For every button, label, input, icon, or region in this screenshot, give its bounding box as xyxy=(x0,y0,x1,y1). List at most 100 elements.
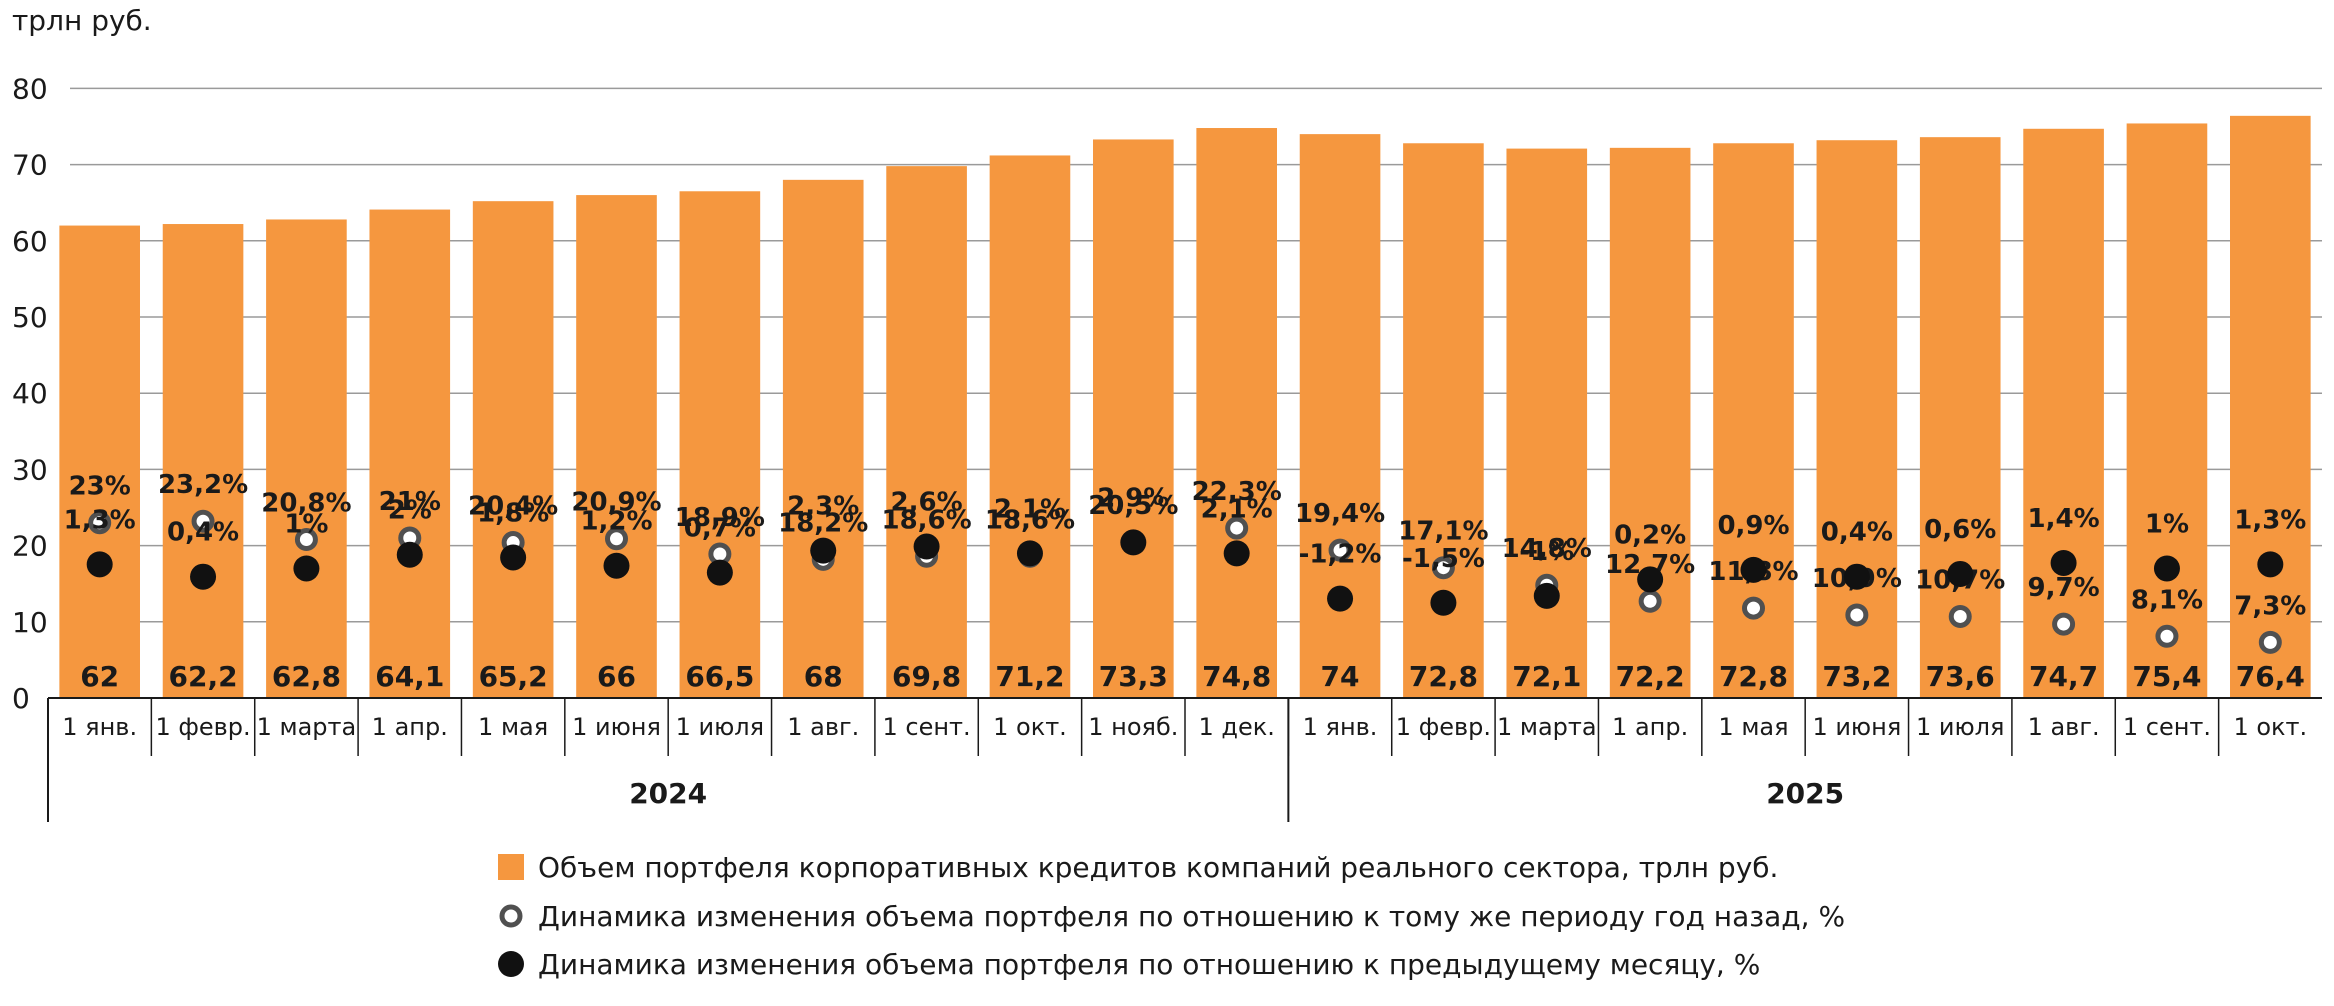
bar-value-label: 65,2 xyxy=(479,660,548,693)
bar xyxy=(1299,134,1381,698)
bar-value-label: 62 xyxy=(80,660,119,693)
mom-marker xyxy=(190,563,217,590)
yoy-label: 19,4% xyxy=(1295,499,1385,529)
bar xyxy=(472,201,554,698)
x-tick-label: 1 янв. xyxy=(62,713,137,741)
yoy-label: 20,8% xyxy=(261,489,351,519)
mom-label: -1% xyxy=(1519,537,1574,567)
yoy-marker xyxy=(1328,538,1352,562)
bar xyxy=(1609,147,1691,698)
legend-label: Динамика изменения объема портфеля по от… xyxy=(538,948,1760,981)
x-tick-label: 1 июня xyxy=(1812,713,1901,741)
yoy-label: 23% xyxy=(69,472,131,502)
x-tick-label: 1 апр. xyxy=(372,713,448,741)
mom-marker xyxy=(603,552,630,579)
legend-filled-marker xyxy=(498,951,524,977)
yoy-label: 20,4% xyxy=(468,492,558,522)
mom-label: 1,2% xyxy=(580,507,652,537)
mom-label: 2,3% xyxy=(787,492,859,522)
bar xyxy=(1093,139,1174,699)
bar xyxy=(782,179,864,699)
x-tick-label: 1 июля xyxy=(676,713,764,741)
bar-value-label: 72,1 xyxy=(1512,660,1581,693)
bar-value-label: 72,2 xyxy=(1616,660,1685,693)
yoy-label: 22,3% xyxy=(1192,477,1282,507)
mom-marker xyxy=(1533,582,1560,609)
bar xyxy=(576,195,657,698)
legend: Объем портфеля корпоративных кредитов ко… xyxy=(498,851,1845,981)
y-tick-label: 80 xyxy=(12,72,48,105)
yoy-label: 21% xyxy=(379,487,441,517)
yoy-marker xyxy=(1948,604,1972,628)
mom-label: 2,6% xyxy=(891,488,963,518)
x-tick-label: 1 февр. xyxy=(1396,713,1491,741)
bar-value-label: 75,4 xyxy=(2132,660,2201,693)
yoy-label: 18,9% xyxy=(675,503,765,533)
yoy-marker xyxy=(2258,630,2282,654)
mom-marker xyxy=(293,555,320,582)
mom-label: -1,2% xyxy=(1299,540,1382,570)
bar xyxy=(886,166,967,698)
mom-label: 0,4% xyxy=(1821,518,1893,548)
yoy-label: 7,3% xyxy=(2234,591,2306,621)
bar-value-label: 68 xyxy=(804,660,843,693)
yoy-label: 20,5% xyxy=(1088,491,1178,521)
bar xyxy=(2023,128,2104,698)
bar xyxy=(2126,123,2208,698)
legend-label: Динамика изменения объема портфеля по от… xyxy=(538,900,1845,933)
yoy-marker xyxy=(1225,516,1249,540)
mom-label: 2% xyxy=(388,496,432,526)
y-tick-label: 40 xyxy=(12,377,48,410)
yoy-label: 18,6% xyxy=(881,505,971,535)
bar xyxy=(2230,115,2311,698)
legend-hollow-marker xyxy=(499,904,523,928)
mom-marker xyxy=(1947,560,1974,587)
bar-value-label: 64,1 xyxy=(375,660,444,693)
bar-value-label: 72,8 xyxy=(1719,660,1788,693)
bar xyxy=(1196,128,1277,699)
mom-label: 0,9% xyxy=(1717,511,1789,541)
bar-value-label: 73,3 xyxy=(1099,660,1168,693)
y-tick-label: 10 xyxy=(12,606,48,639)
bar-value-label: 74 xyxy=(1321,660,1360,693)
x-tick-label: 1 янв. xyxy=(1303,713,1378,741)
x-tick-label: 1 мая xyxy=(478,713,548,741)
y-tick-label: 70 xyxy=(12,149,48,182)
x-tick-label: 1 мая xyxy=(1718,713,1788,741)
mom-marker xyxy=(1430,589,1457,616)
yoy-label: 9,7% xyxy=(2028,573,2100,603)
x-tick-label: 1 марта xyxy=(257,713,357,741)
x-tick-label: 1 дек. xyxy=(1198,713,1274,741)
mom-marker xyxy=(2153,555,2180,582)
mom-label: 2,1% xyxy=(994,494,1066,524)
x-axis-layer: 1 янв. 1 февр. 1 марта 1 апр. 1 мая 1 июня 1 и… xyxy=(47,697,2322,822)
mom-label: 1,8% xyxy=(477,498,549,528)
mom-label: 2,1% xyxy=(1201,494,1273,524)
bars-layer: 62 62,2 62,8 64,1 65,2 66 66,5 68 69,8 71,2 73,3 74… xyxy=(59,115,2311,699)
y-tick-label: 60 xyxy=(12,225,48,258)
unit-label: трлн руб. xyxy=(12,4,152,37)
y-tick-label: 30 xyxy=(12,453,48,486)
yoy-label: 20,9% xyxy=(571,488,661,518)
yoy-label: 18,2% xyxy=(778,508,868,538)
mom-marker xyxy=(1637,566,1664,593)
mom-marker xyxy=(810,537,837,564)
mom-marker xyxy=(396,541,423,568)
x-tick-label: 1 авг. xyxy=(787,713,859,741)
x-tick-label: 1 окт. xyxy=(993,713,1067,741)
bar xyxy=(1919,137,2001,699)
yoy-label: 8,1% xyxy=(2131,585,2203,615)
x-tick-label: 1 июля xyxy=(1916,713,2004,741)
bar xyxy=(989,155,1071,698)
mom-label: 0,4% xyxy=(167,518,239,548)
bar-value-label: 76,4 xyxy=(2236,660,2305,693)
bar-value-label: 62,2 xyxy=(168,660,237,693)
legend-bar-swatch xyxy=(498,854,524,880)
x-tick-label: 1 окт. xyxy=(2233,713,2307,741)
mom-marker xyxy=(2257,551,2284,578)
bar-value-label: 62,8 xyxy=(272,660,341,693)
yoy-marker xyxy=(191,509,215,533)
mom-marker xyxy=(86,551,113,578)
bar xyxy=(1506,148,1588,698)
